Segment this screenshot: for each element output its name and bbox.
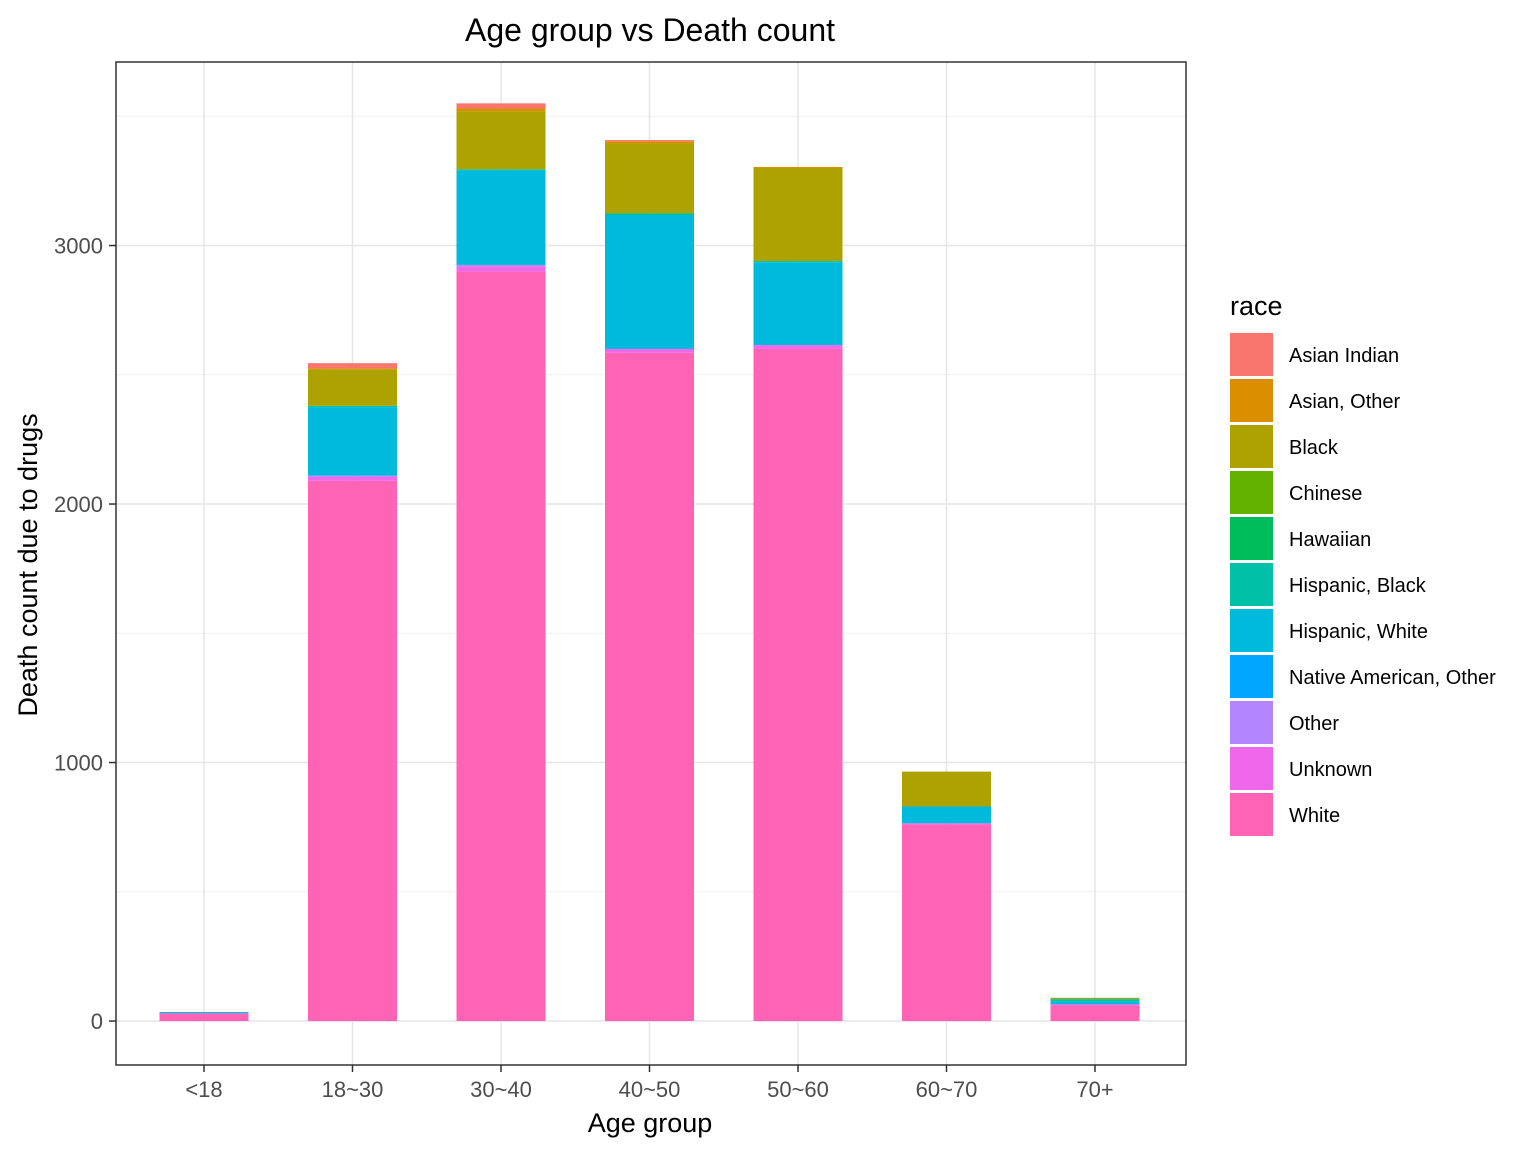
bar-segment xyxy=(308,476,397,481)
bar-segment xyxy=(1050,1004,1140,1006)
legend-label: Hawaiian xyxy=(1289,529,1371,551)
bar-segment xyxy=(605,213,694,215)
x-tick-label: 30~40 xyxy=(470,1077,532,1102)
bar-segment xyxy=(902,806,991,824)
legend-key xyxy=(1230,517,1273,560)
legend-key xyxy=(1230,609,1273,652)
y-axis: 0 1000 2000 3000 xyxy=(54,234,116,1034)
legend-label: Unknown xyxy=(1289,759,1372,781)
legend-label: White xyxy=(1289,805,1340,827)
bar-segment xyxy=(902,824,991,1022)
bar-segment xyxy=(308,407,397,476)
legend-key xyxy=(1230,563,1273,606)
legend-label: Native American, Other xyxy=(1289,667,1496,689)
x-tick-label: <18 xyxy=(185,1077,222,1102)
bar-segment xyxy=(605,214,694,349)
bar-segment xyxy=(159,1013,249,1022)
legend-label: Asian, Other xyxy=(1289,391,1401,413)
x-tick-label: 50~60 xyxy=(767,1077,829,1102)
legend-label: Other xyxy=(1289,713,1339,735)
bar-segment xyxy=(1050,997,1140,1000)
bar-segment xyxy=(902,823,991,825)
bar-segment xyxy=(159,1012,249,1014)
legend-title: race xyxy=(1230,291,1283,321)
bar-segment xyxy=(456,108,546,112)
legend-label: Asian Indian xyxy=(1289,345,1399,367)
bar-segment xyxy=(308,363,397,369)
legend-key xyxy=(1230,379,1273,422)
y-tick-label: 2000 xyxy=(54,492,103,517)
y-axis-title: Death count due to drugs xyxy=(13,413,43,716)
bar-segment xyxy=(753,261,843,263)
bar-segment xyxy=(605,352,694,1022)
legend-label: Black xyxy=(1289,437,1339,459)
bar-segment xyxy=(456,170,546,265)
bars xyxy=(159,103,1140,1022)
x-tick-label: 70+ xyxy=(1076,1077,1113,1102)
legend-key xyxy=(1230,471,1273,514)
y-tick-label: 0 xyxy=(91,1009,103,1034)
bar-segment xyxy=(753,348,843,1022)
legend: race Asian Indian Asian, Other Black Chines… xyxy=(1230,291,1496,836)
legend-label: Hispanic, Black xyxy=(1289,575,1427,597)
x-tick-label: 18~30 xyxy=(322,1077,384,1102)
bar-segment xyxy=(753,166,843,168)
bar-segment xyxy=(456,266,546,272)
bar-segment xyxy=(456,103,546,109)
bar-segment xyxy=(1050,1001,1140,1005)
x-tick-label: 40~50 xyxy=(619,1077,681,1102)
bar-segment xyxy=(1050,999,1140,1002)
legend-key xyxy=(1230,425,1273,468)
y-tick-label: 1000 xyxy=(54,751,103,776)
bar-segment xyxy=(308,480,397,1022)
legend-key xyxy=(1230,333,1273,376)
plot-border xyxy=(115,61,1187,1066)
bar-segment xyxy=(456,169,546,171)
bar-segment xyxy=(902,771,991,807)
bar-segment xyxy=(308,368,397,370)
x-tick-label: 60~70 xyxy=(916,1077,978,1102)
bar-segment xyxy=(456,264,546,267)
bar-segment xyxy=(605,143,694,214)
y-tick-label: 3000 xyxy=(54,234,103,259)
legend-label: Chinese xyxy=(1289,483,1362,505)
bar-segment xyxy=(605,348,694,353)
x-axis: <18 18~30 30~40 40~50 50~60 60~70 70+ xyxy=(185,1065,1114,1102)
bar-segment xyxy=(753,167,843,262)
bar-segment xyxy=(753,262,843,346)
bar-segment xyxy=(456,111,546,170)
bar-segment xyxy=(753,345,843,349)
legend-key xyxy=(1230,701,1273,744)
x-axis-title: Age group xyxy=(588,1108,713,1138)
legend-key xyxy=(1230,655,1273,698)
legend-key xyxy=(1230,747,1273,790)
bar-segment xyxy=(1050,1005,1140,1022)
chart-title: Age group vs Death count xyxy=(465,12,835,48)
legend-label: Hispanic, White xyxy=(1289,621,1428,643)
bar-segment xyxy=(456,271,546,1022)
bar-segment xyxy=(605,141,694,144)
bar-segment xyxy=(308,405,397,408)
bar-segment xyxy=(308,369,397,406)
bar-segment xyxy=(308,475,397,477)
legend-key xyxy=(1230,793,1273,836)
bar-segment xyxy=(605,140,694,142)
